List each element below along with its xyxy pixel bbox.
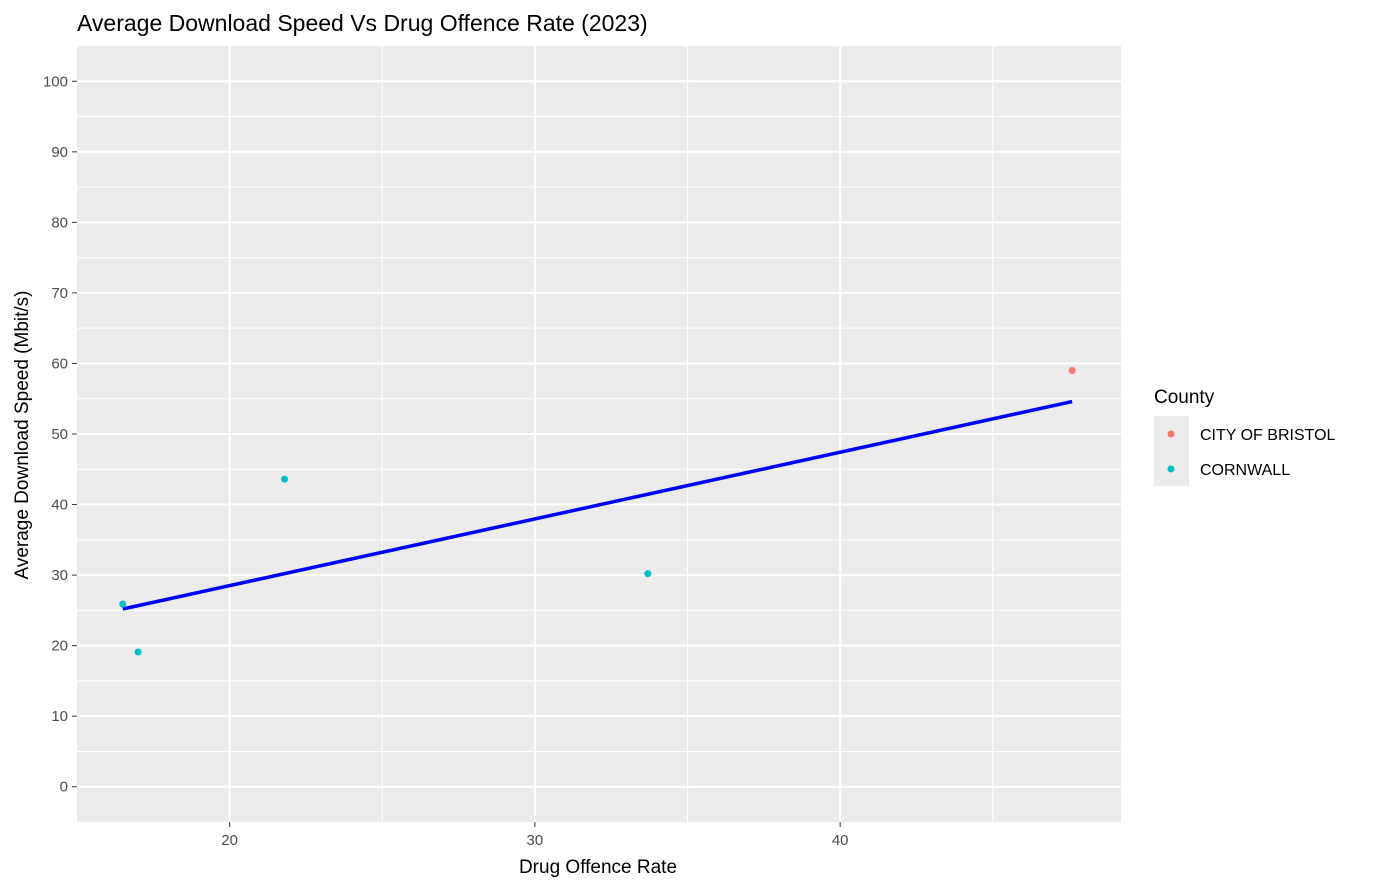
data-point [119, 600, 127, 608]
y-tick-label: 10 [51, 708, 68, 725]
x-tick-label: 20 [221, 832, 238, 849]
y-tick-label: 80 [51, 214, 68, 231]
x-tick-label: 40 [832, 832, 849, 849]
x-axis-title: Drug Offence Rate [519, 857, 677, 878]
y-tick-label: 30 [51, 567, 68, 584]
legend-key [1167, 465, 1175, 473]
trend-line-group [122, 399, 1073, 611]
legend: County CITY OF BRISTOL CORNWALL [1154, 387, 1336, 486]
y-tick-label: 20 [51, 638, 68, 655]
data-point [644, 570, 652, 578]
y-tick-label: 0 [60, 779, 68, 796]
y-tick-label: 100 [43, 73, 68, 90]
data-point [1068, 367, 1076, 375]
y-tick-label: 70 [51, 285, 68, 302]
x-axis: 20 30 40 [221, 822, 849, 849]
legend-key-background [1154, 416, 1189, 486]
legend-label: CITY OF BRISTOL [1200, 427, 1336, 444]
x-tick-label: 30 [527, 832, 544, 849]
y-tick-label: 90 [51, 144, 68, 161]
chart-title: Average Download Speed Vs Drug Offence R… [77, 10, 648, 36]
legend-title: County [1154, 387, 1215, 408]
y-axis: 0 10 20 30 40 50 60 70 80 90 100 [43, 73, 77, 796]
y-tick-label: 40 [51, 497, 68, 514]
trend-line [122, 399, 1073, 611]
y-axis-title: Average Download Speed (Mbit/s) [12, 290, 33, 579]
data-point [281, 475, 289, 483]
data-point [134, 648, 142, 656]
y-tick-label: 60 [51, 355, 68, 372]
y-tick-label: 50 [51, 426, 68, 443]
major-gridlines [77, 46, 1121, 822]
data-points [119, 367, 1076, 656]
legend-key [1167, 430, 1175, 438]
legend-label: CORNWALL [1200, 462, 1290, 479]
